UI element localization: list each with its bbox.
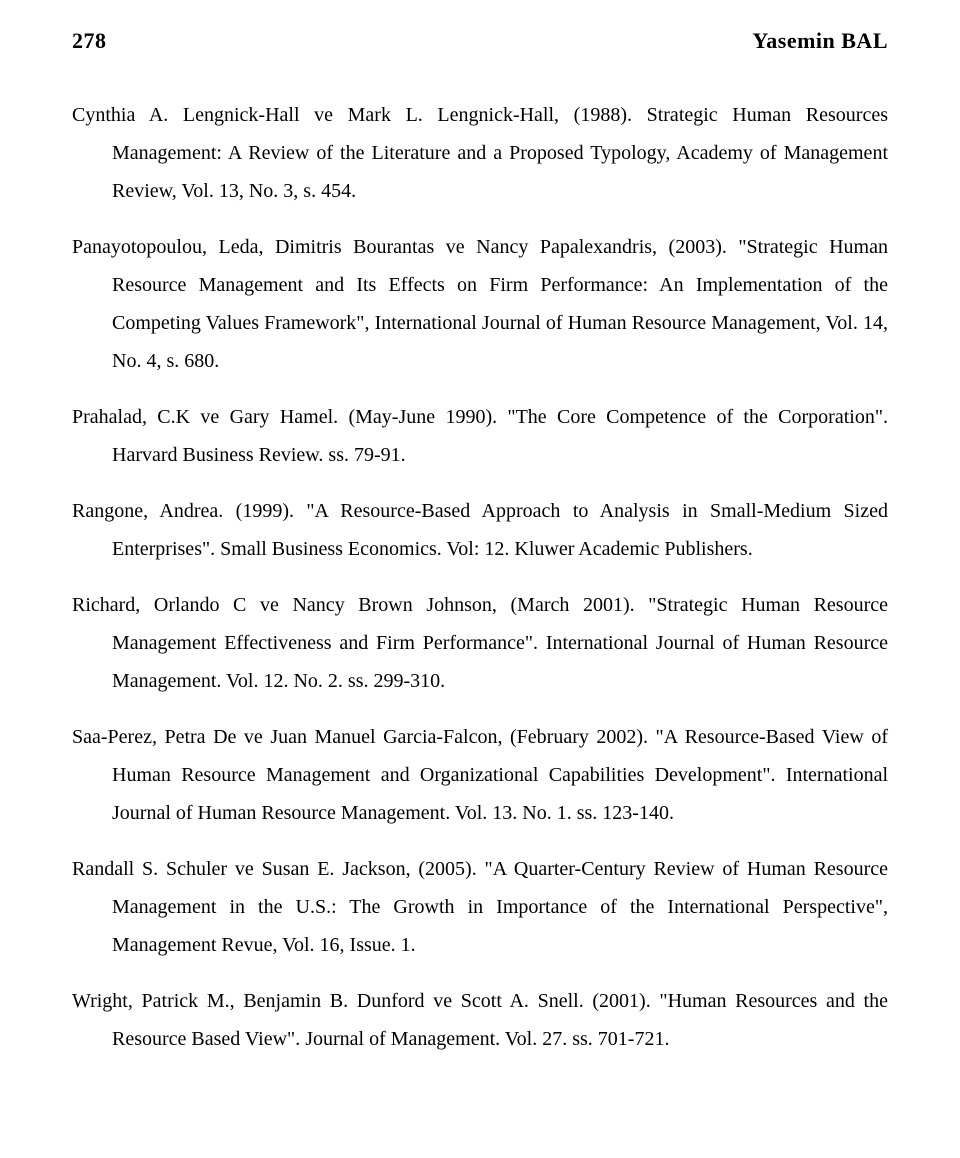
reference-item: Panayotopoulou, Leda, Dimitris Bourantas…: [72, 228, 888, 380]
reference-item: Saa-Perez, Petra De ve Juan Manuel Garci…: [72, 718, 888, 832]
reference-item: Rangone, Andrea. (1999). "A Resource-Bas…: [72, 492, 888, 568]
references-list: Cynthia A. Lengnick-Hall ve Mark L. Leng…: [72, 96, 888, 1058]
author-name: Yasemin BAL: [752, 28, 888, 54]
reference-item: Wright, Patrick M., Benjamin B. Dunford …: [72, 982, 888, 1058]
page-number: 278: [72, 28, 107, 54]
page-header: 278 Yasemin BAL: [72, 28, 888, 54]
reference-item: Richard, Orlando C ve Nancy Brown Johnso…: [72, 586, 888, 700]
reference-item: Randall S. Schuler ve Susan E. Jackson, …: [72, 850, 888, 964]
reference-item: Cynthia A. Lengnick-Hall ve Mark L. Leng…: [72, 96, 888, 210]
reference-item: Prahalad, C.K ve Gary Hamel. (May-June 1…: [72, 398, 888, 474]
